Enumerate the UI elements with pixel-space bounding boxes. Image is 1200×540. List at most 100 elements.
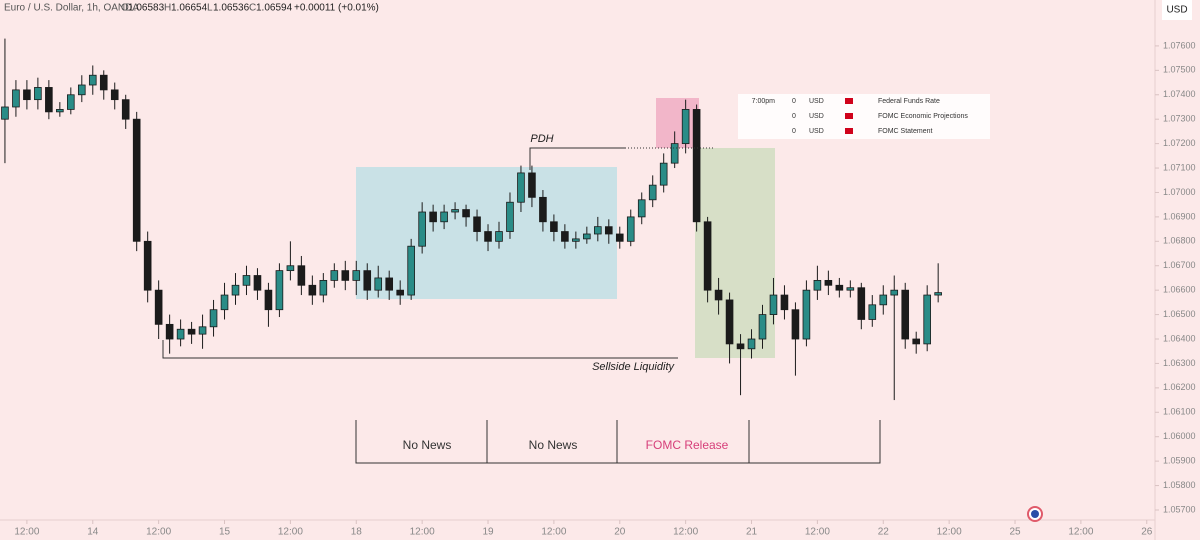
candle-body <box>56 109 64 113</box>
candle-body <box>110 89 119 101</box>
candle-body <box>220 294 229 311</box>
pdh-label: PDH <box>530 133 553 145</box>
candle-body <box>440 211 448 223</box>
x-tick-label: 19 <box>482 527 494 538</box>
candle-body <box>374 277 383 291</box>
y-tick-label: 1.06100 <box>1163 407 1196 417</box>
candle-body <box>363 270 372 291</box>
candle-body <box>429 211 437 223</box>
news-label: No News <box>403 438 452 452</box>
candle-body <box>791 309 800 340</box>
candle-body <box>648 184 657 201</box>
y-tick-label: 1.06500 <box>1163 309 1196 319</box>
x-tick-label: 12:00 <box>14 527 39 538</box>
candle-body <box>912 338 921 345</box>
candle-body <box>857 287 866 320</box>
calendar-currency: USD <box>809 128 824 135</box>
candle-body <box>341 270 350 281</box>
candle-body <box>286 265 295 272</box>
y-tick-label: 1.07100 <box>1163 162 1196 172</box>
candle-body <box>253 275 262 291</box>
candle-body <box>297 265 306 286</box>
candle-body <box>352 270 361 281</box>
flag-icon <box>845 98 853 104</box>
candle-body <box>187 328 196 335</box>
news-label: No News <box>529 438 578 452</box>
candle-body <box>132 118 141 242</box>
candle-body <box>407 245 415 296</box>
candle-body <box>473 216 481 232</box>
candle-body <box>692 109 701 223</box>
candle-body <box>561 231 569 242</box>
news-label: FOMC Release <box>646 438 729 452</box>
flag-icon <box>845 128 853 134</box>
y-tick-label: 1.06400 <box>1163 333 1196 343</box>
candle-body <box>923 294 931 345</box>
candle-body <box>506 201 514 232</box>
candle-body <box>824 279 833 286</box>
x-tick-label: 12:00 <box>673 527 698 538</box>
y-tick-label: 1.07400 <box>1163 89 1196 99</box>
candle-body <box>176 328 185 340</box>
candle-body <box>626 216 635 242</box>
pdh-line <box>529 147 625 170</box>
candle-body <box>934 292 942 296</box>
ohlc-key: L <box>207 3 213 14</box>
ohlc-key: O <box>121 3 129 14</box>
candle-body <box>813 279 822 291</box>
calendar-time: 7:00pm <box>752 98 776 105</box>
y-tick-label: 1.07500 <box>1163 65 1196 75</box>
candle-body <box>594 226 602 235</box>
x-tick-label: 12:00 <box>1068 527 1093 538</box>
currency[interactable]: USD <box>1166 5 1187 16</box>
y-tick-label: 1.05900 <box>1163 456 1196 466</box>
premium-box <box>656 98 699 148</box>
y-tick-label: 1.05800 <box>1163 480 1196 490</box>
sellside-line <box>162 340 678 359</box>
candle-body <box>758 314 767 340</box>
x-tick-label: 26 <box>1141 527 1153 538</box>
calendar-currency: USD <box>809 98 824 105</box>
candle-body <box>583 233 591 240</box>
candle-body <box>418 211 426 247</box>
candle-body <box>604 226 613 235</box>
ohlc-value: 1.06594 <box>256 3 293 14</box>
candle-body <box>242 275 251 286</box>
x-tick-label: 12:00 <box>146 527 171 538</box>
candle-body <box>550 221 558 232</box>
x-tick-label: 21 <box>746 527 758 538</box>
candle-body <box>462 209 470 218</box>
candle-body <box>165 323 174 340</box>
ohlc-value: 1.06536 <box>213 3 250 14</box>
calendar-event: Federal Funds Rate <box>878 98 940 105</box>
candle-body <box>670 143 679 164</box>
y-tick-label: 1.07000 <box>1163 187 1196 197</box>
ohlc-key: C <box>249 3 256 14</box>
currency-box[interactable] <box>1162 0 1192 20</box>
sellside-label: Sellside Liquidity <box>592 361 675 373</box>
x-tick-label: 18 <box>351 527 363 538</box>
candle-body <box>67 94 75 110</box>
y-tick-label: 1.06300 <box>1163 358 1196 368</box>
candle-body <box>528 172 536 198</box>
candle-body <box>681 109 690 145</box>
x-tick-label: 12:00 <box>410 527 435 538</box>
candle-body <box>198 326 207 335</box>
candle-body <box>517 172 525 203</box>
calendar-event: FOMC Statement <box>878 128 933 135</box>
candle-body <box>890 289 899 296</box>
candle-body <box>143 240 152 291</box>
candle-body <box>77 84 86 96</box>
calendar-impact: 0 <box>792 128 796 135</box>
candle-body <box>385 277 394 291</box>
x-tick-label: 25 <box>1009 527 1021 538</box>
x-tick-label: 22 <box>878 527 890 538</box>
ohlc-key: H <box>164 3 171 14</box>
candle-body <box>539 196 547 223</box>
y-tick-label: 1.07600 <box>1163 40 1196 50</box>
candle-body <box>769 294 778 315</box>
candle-body <box>802 289 811 340</box>
x-tick-label: 15 <box>219 527 231 538</box>
candle-body <box>209 309 218 328</box>
